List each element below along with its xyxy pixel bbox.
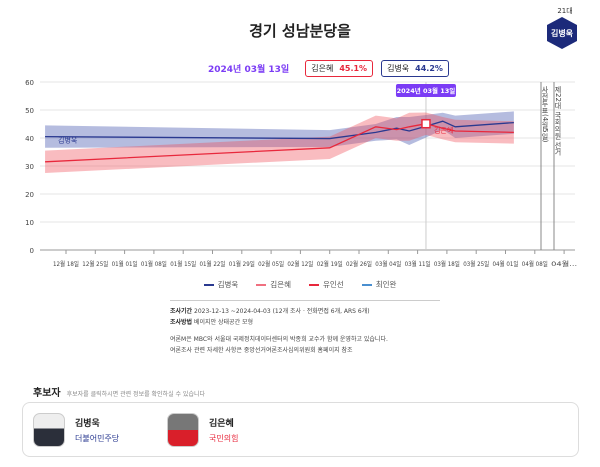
event-marker-label: 제22대 국회의원 선거	[554, 86, 562, 157]
legend-item[interactable]: 김병욱	[203, 279, 238, 290]
tooltip-bg	[395, 84, 456, 97]
note: 여론M은 MBC와 서울대 국제정치데이터센터의 박종희 교수가 함께 운영하고…	[170, 336, 388, 343]
y-tick-label: 50	[25, 107, 34, 115]
method: 베이지안 상태공간 모형	[194, 319, 254, 326]
selected-date: 2024년 03월 13일	[208, 65, 290, 75]
event-marker-label: 사전투표(4월5일)	[541, 85, 549, 142]
candidate-photo	[33, 413, 65, 447]
chip-value: 44.2%	[415, 64, 443, 73]
candidate-party: 더불어민주당	[75, 434, 120, 443]
x-tick-label: 02월 26일	[346, 259, 372, 268]
y-tick-label: 40	[25, 135, 34, 143]
x-tick-label: 02월 19일	[317, 259, 343, 268]
x-tick-label: 01월 01일	[112, 259, 138, 268]
candidates-hint: 후보자를 클릭하시면 관련 정보를 확인하실 수 있습니다	[66, 391, 206, 398]
x-tick-label: 04월 01일	[493, 259, 519, 268]
chip-name: 김병욱	[387, 64, 410, 73]
series-label: 김병욱	[58, 136, 78, 145]
x-tick-label: 01월 08일	[141, 259, 167, 268]
x-tick-label: 01월 15일	[170, 259, 196, 268]
term-label: 21대	[557, 7, 573, 15]
x-tick-label: 03월 11일	[405, 259, 431, 268]
note: 여론조사 관련 자세한 사항은 중앙선거여론조사심의위원회 홈페이지 참조	[170, 347, 353, 354]
series-line	[45, 123, 514, 163]
y-tick-label: 0	[30, 247, 34, 255]
value-chip: 김은혜 45.1%	[305, 60, 374, 77]
x-tick-label: 03월 18일	[434, 259, 460, 268]
confidence-band	[45, 111, 514, 148]
tooltip-label: 2024년 03월 13일	[397, 86, 456, 95]
x-tick-label: 01월 22일	[200, 259, 226, 268]
candidate-photo	[167, 413, 199, 447]
page-title: 경기 성남분당을	[249, 22, 351, 40]
period-label: 조사기간	[170, 308, 193, 315]
value-chip: 김병욱 44.2%	[381, 60, 449, 77]
legend-item[interactable]: 유인선	[309, 279, 344, 290]
x-tick-label: 04월 08일	[522, 259, 548, 268]
series-label: 김은혜	[434, 126, 453, 135]
survey-info: 조사기간 2023-12-13 ~2024-04-03 (12개 조사 · 전화…	[170, 300, 440, 356]
x-tick-label: 12월 18일	[53, 259, 79, 268]
chip-value: 45.1%	[339, 64, 368, 73]
legend-item[interactable]: 김은혜	[256, 279, 291, 290]
series-line	[45, 120, 514, 140]
legend: 김병욱 김은혜 유인선 최인완	[0, 279, 600, 290]
x-tick-label: 03월 25일	[463, 259, 489, 268]
x-tick-label: 01월 29일	[229, 259, 255, 268]
candidate-name: 김병욱	[75, 419, 100, 429]
x-tick-label: 04월...	[551, 259, 577, 268]
y-tick-label: 20	[25, 191, 34, 199]
x-tick-label: 12월 25일	[82, 259, 108, 268]
data-point	[421, 118, 431, 129]
y-tick-label: 60	[25, 79, 34, 87]
chip-name: 김은혜	[311, 64, 334, 73]
selected-date-bar: 2024년 03월 13일 김은혜 45.1% 김병욱 44.2%	[208, 60, 449, 77]
candidate-name: 김은혜	[209, 419, 234, 429]
legend-item[interactable]: 최인완	[361, 279, 396, 290]
candidate-party: 국민의힘	[209, 434, 239, 443]
y-tick-label: 10	[25, 219, 34, 227]
period: 2023-12-13 ~2024-04-03 (12개 조사 · 전화면접 6개…	[194, 308, 370, 315]
x-tick-label: 03월 04일	[375, 259, 401, 268]
method-label: 조사방법	[170, 319, 193, 326]
x-tick-label: 02월 12일	[287, 259, 313, 268]
candidates-heading: 후보자 후보자를 클릭하시면 관련 정보를 확인하실 수 있습니다	[33, 388, 206, 399]
x-tick-label: 02월 05일	[258, 259, 284, 268]
y-tick-label: 30	[25, 163, 34, 171]
